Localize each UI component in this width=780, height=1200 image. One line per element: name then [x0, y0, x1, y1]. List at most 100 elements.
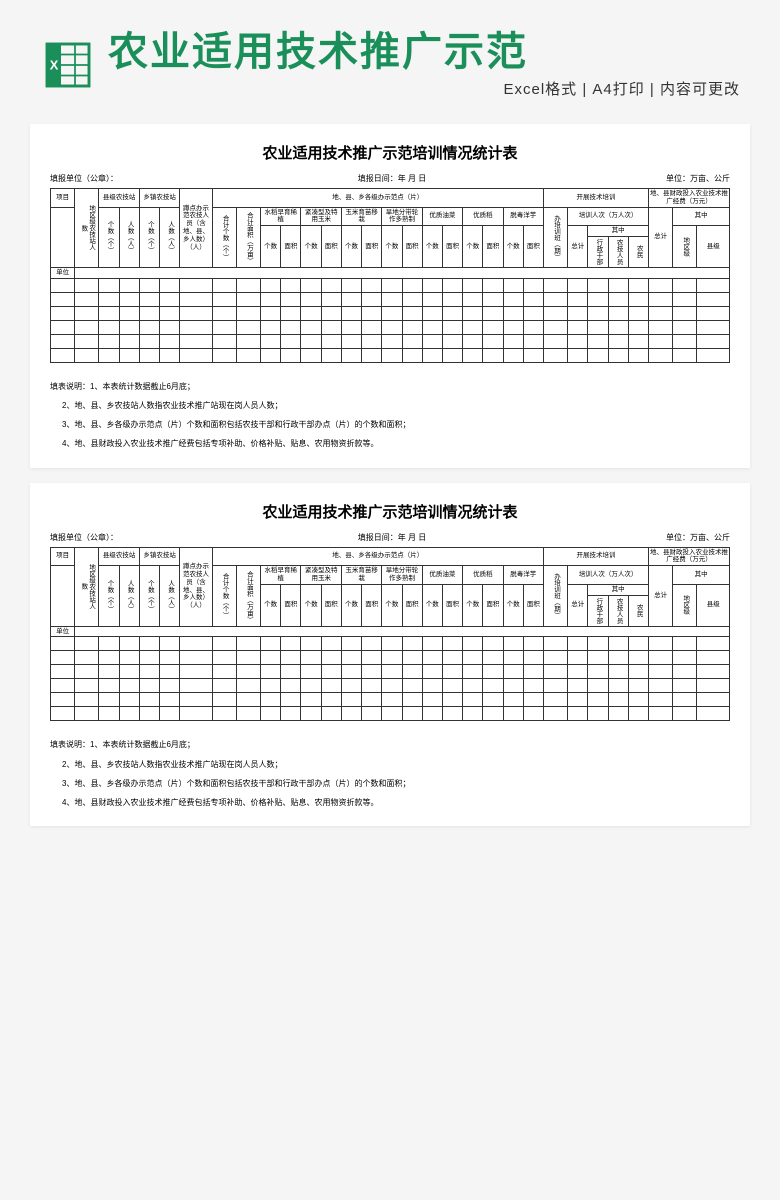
h-admin-cadre: 行政干部 [594, 238, 602, 266]
h-cnt7: 个数 [503, 584, 523, 626]
main-title: 农业适用技术推广示范 [108, 30, 740, 74]
spreadsheet-preview: 农业适用技术推广示范培训情况统计表 填报单位（公章）： 填报日间：年 月 日 单… [30, 483, 750, 827]
svg-text:X: X [50, 57, 59, 72]
h-rice: 水稻早育稀植 [261, 207, 301, 226]
excel-icon: X [40, 37, 96, 93]
h-count1: 个数（个） [105, 571, 113, 621]
h-cnt2: 个数 [301, 226, 321, 268]
table-row [51, 637, 730, 651]
h-rice: 水稻早育稀植 [261, 566, 301, 585]
table-row [51, 306, 730, 320]
h-detox-taro: 脱毒洋芋 [503, 566, 543, 585]
sheet-title: 农业适用技术推广示范培训情况统计表 [50, 142, 730, 163]
note-2: 2、地、县、乡农技站人数指农业技术推广站现在岗人员人数； [62, 755, 730, 774]
sheet-title: 农业适用技术推广示范培训情况统计表 [50, 501, 730, 522]
h-total-count: 合计个数（个） [220, 571, 228, 621]
note-3: 3、地、县、乡各级办示范点（片）个数和面积包括农技干部和行政干部办点（片）的个数… [62, 774, 730, 793]
h-project: 项目 [51, 189, 75, 208]
table-row [51, 334, 730, 348]
h-of-which-fin: 其中 [673, 207, 730, 226]
h-area5: 面积 [442, 584, 462, 626]
h-finance: 地、县财政投入农业技术推广经费（万元） [648, 547, 729, 566]
h-region-level: 地区级 [681, 590, 689, 620]
h-quality-rice: 优质稻 [463, 207, 503, 226]
h-area4: 面积 [402, 584, 422, 626]
table-row [51, 665, 730, 679]
h-train-people: 培训人次（万人次） [568, 207, 649, 226]
h-cnt5: 个数 [422, 226, 442, 268]
h-demo-sites: 地、县、乡各级办示范点（片） [212, 547, 543, 566]
h-fin-total: 总计 [648, 566, 672, 626]
h-region-level: 地区级 [681, 232, 689, 262]
h-fin-total: 总计 [648, 207, 672, 267]
meta-center: 填报日间：年 月 日 [358, 173, 426, 184]
note-2: 2、地、县、乡农技站人数指农业技术推广站现在岗人员人数； [62, 396, 730, 415]
h-of-which-train: 其中 [588, 226, 649, 237]
h-agri-tech: 农技人员 [614, 597, 622, 625]
h-people2: 人数（人） [166, 571, 174, 621]
h-agri-tech: 农技人员 [614, 238, 622, 266]
h-train-people: 培训人次（万人次） [568, 566, 649, 585]
h-area7: 面积 [523, 226, 543, 268]
meta-right: 单位：万亩、公斤 [666, 532, 730, 543]
page-header: X 农业适用技术推广示范 Excel格式 | A4打印 | 内容可更改 [0, 0, 780, 109]
meta-row: 填报单位（公章）： 填报日间：年 月 日 单位：万亩、公斤 [50, 532, 730, 543]
h-count2: 个数（个） [146, 571, 154, 621]
h-corn-seedling: 玉米育苗移栽 [341, 207, 381, 226]
h-quality-rice: 优质稻 [463, 566, 503, 585]
h-town-station: 乡镇农技站 [139, 189, 179, 208]
h-train-class: 办培训班（期） [552, 212, 560, 262]
h-cnt4: 个数 [382, 226, 402, 268]
h-area6: 面积 [483, 226, 503, 268]
h-of-which-fin: 其中 [673, 566, 730, 585]
h-area4: 面积 [402, 226, 422, 268]
table-row [51, 693, 730, 707]
h-squat: 蹲点办示范农技人员（含地、县、乡人数）（人） [180, 189, 212, 268]
h-project: 项目 [51, 547, 75, 566]
h-training: 开展技术培训 [543, 189, 648, 208]
h-cnt3: 个数 [341, 226, 361, 268]
meta-row: 填报单位（公章）： 填报日间：年 月 日 单位：万亩、公斤 [50, 173, 730, 184]
h-area3: 面积 [362, 584, 382, 626]
table-body [51, 278, 730, 362]
h-area3: 面积 [362, 226, 382, 268]
h-county-level: 县级 [697, 584, 730, 626]
h-count1: 个数（个） [105, 212, 113, 262]
note-4: 4、地、县财政投入农业技术推广经费包括专项补助、价格补贴、贴息、农用物资折款等。 [62, 793, 730, 812]
h-admin-cadre: 行政干部 [594, 597, 602, 625]
h-area7: 面积 [523, 584, 543, 626]
meta-right: 单位：万亩、公斤 [666, 173, 730, 184]
h-quality-rape: 优质油菜 [422, 207, 462, 226]
h-town-station: 乡镇农技站 [139, 547, 179, 566]
h-area2: 面积 [321, 584, 341, 626]
h-total-count: 合计个数（个） [220, 212, 228, 262]
h-finance: 地、县财政投入农业技术推广经费（万元） [648, 189, 729, 208]
h-people1: 人数（人） [125, 212, 133, 262]
note-4: 4、地、县财政投入农业技术推广经费包括专项补助、价格补贴、贴息、农用物资折款等。 [62, 434, 730, 453]
note-1: 1、本表统计数据截止6月底； [90, 382, 195, 391]
table-row [51, 292, 730, 306]
h-detox-taro: 脱毒洋芋 [503, 207, 543, 226]
h-county-station: 县级农技站 [99, 189, 139, 208]
h-cnt1: 个数 [261, 584, 281, 626]
h-corn-seedling: 玉米育苗移栽 [341, 566, 381, 585]
h-cnt3: 个数 [341, 584, 361, 626]
table-row [51, 320, 730, 334]
table-row [51, 679, 730, 693]
h-dry-rotation: 旱地分带轮作多熟制 [382, 207, 422, 226]
h-county-station: 县级农技站 [99, 547, 139, 566]
h-area5: 面积 [442, 226, 462, 268]
note-3: 3、地、县、乡各级办示范点（片）个数和面积包括农技干部和行政干部办点（片）的个数… [62, 415, 730, 434]
h-of-which-train: 其中 [588, 584, 649, 595]
h-area1: 面积 [281, 584, 301, 626]
meta-center: 填报日间：年 月 日 [358, 532, 426, 543]
h-area6: 面积 [483, 584, 503, 626]
h-unit: 单位 [51, 267, 75, 278]
h-compact-corn: 紧凑型及特用玉米 [301, 207, 341, 226]
h-train-total: 总计 [568, 226, 588, 268]
h-compact-corn: 紧凑型及特用玉米 [301, 566, 341, 585]
note-1: 1、本表统计数据截止6月底； [90, 740, 195, 749]
h-total-area: 合计面积（万亩） [245, 212, 253, 262]
subtitle: Excel格式 | A4打印 | 内容可更改 [108, 78, 740, 99]
table-row [51, 707, 730, 721]
